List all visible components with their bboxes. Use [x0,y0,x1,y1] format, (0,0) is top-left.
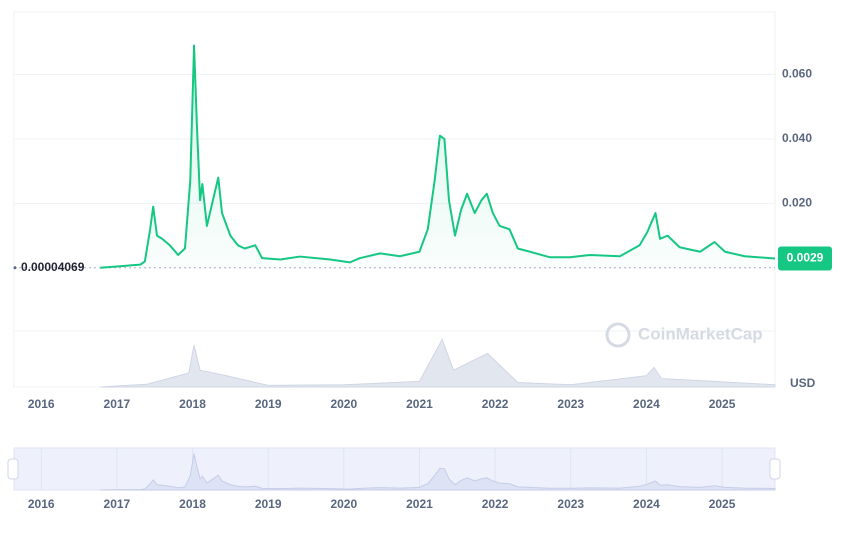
navigator-tick-label: 2017 [104,497,131,511]
y-tick-label: 0.060 [782,67,812,81]
baseline-label: 0.00004069 [21,260,85,274]
x-tick-label: 2025 [709,397,736,411]
navigator-tick-label: 2022 [482,497,509,511]
navigator-handle-right[interactable] [769,458,781,480]
navigator-tick-label: 2016 [28,497,55,511]
x-tick-label: 2019 [255,397,282,411]
x-tick-label: 2017 [104,397,131,411]
x-tick-label: 2021 [406,397,433,411]
x-tick-label: 2016 [28,397,55,411]
navigator-tick-label: 2025 [709,497,736,511]
navigator-tick-label: 2018 [179,497,206,511]
navigator-area [99,453,776,491]
current-price-badge [778,246,832,271]
x-tick-label: 2020 [330,397,357,411]
current-price-label: 0.0029 [787,251,824,265]
volume-area [100,338,776,388]
watermark: CoinMarketCap [638,324,763,343]
currency-label: USD [790,376,816,390]
x-tick-label: 2024 [633,397,660,411]
price-line [100,44,776,269]
navigator[interactable] [13,447,776,491]
navigator-handle-left[interactable] [7,458,19,480]
x-tick-label: 2022 [482,397,509,411]
y-tick-label: 0.020 [782,196,812,210]
watermark-logo [605,322,631,348]
y-tick-label: 0.040 [782,131,812,145]
navigator-tick-label: 2020 [330,497,357,511]
baseline-dot [13,266,17,270]
navigator-tick-label: 2019 [255,497,282,511]
navigator-tick-label: 2021 [406,497,433,511]
navigator-tick-label: 2023 [557,497,584,511]
x-tick-label: 2018 [179,397,206,411]
x-tick-label: 2023 [557,397,584,411]
navigator-tick-label: 2024 [633,497,660,511]
